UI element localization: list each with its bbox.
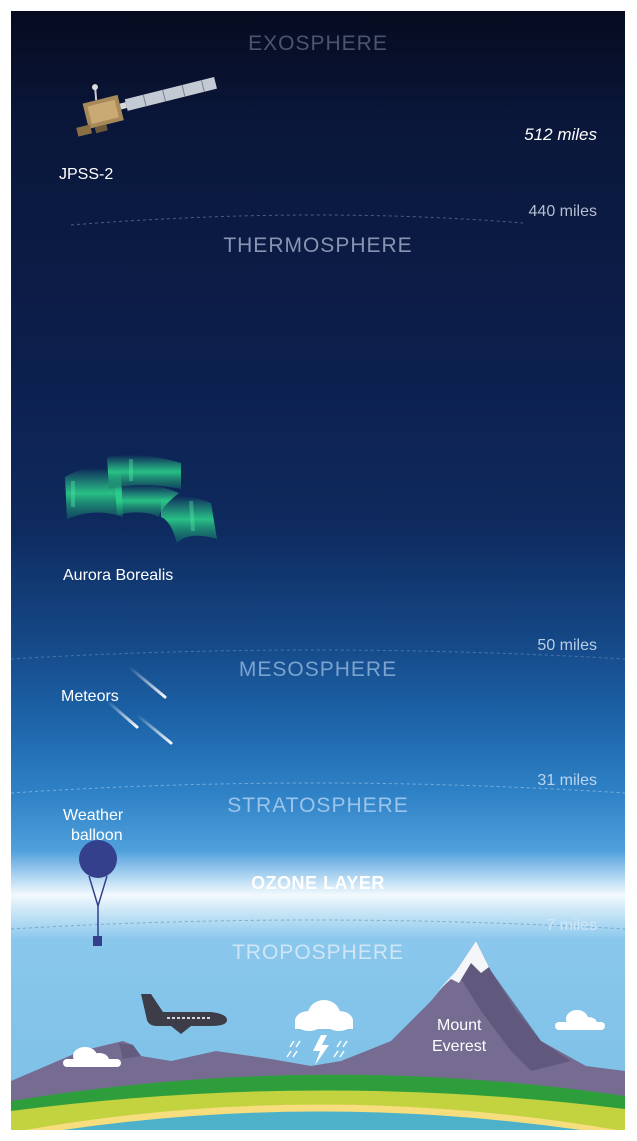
thermosphere-boundary-altitude: 50 miles — [537, 637, 597, 654]
airplane-icon — [141, 994, 227, 1034]
meteors-icon — [105, 665, 173, 745]
thermosphere-label: THERMOSPHERE — [223, 234, 413, 257]
mount-everest-mountain — [11, 941, 625, 1111]
stratosphere-boundary-altitude: 7 miles — [546, 917, 597, 934]
ozone-layer-label: OZONE LAYER — [251, 873, 385, 893]
mount-everest-label-line1: Mount — [437, 1017, 482, 1034]
thermosphere-boundary-line — [11, 649, 625, 660]
atmosphere-illustration — [11, 11, 625, 1130]
aurora-borealis — [65, 455, 217, 543]
satellite-icon — [76, 77, 217, 137]
mesosphere-label: MESOSPHERE — [238, 658, 398, 681]
storm-cloud-icon — [286, 1000, 353, 1065]
satellite-label: JPSS-2 — [59, 166, 114, 183]
weather-balloon-label-line2: balloon — [71, 827, 123, 844]
stratosphere-boundary-line — [11, 919, 625, 930]
meteors-label: Meteors — [61, 688, 119, 705]
exosphere-boundary-altitude: 440 miles — [528, 203, 597, 220]
weather-balloon-icon — [79, 840, 117, 946]
cloud-icon-right — [555, 1010, 605, 1030]
satellite-altitude-label: 512 miles — [524, 125, 597, 144]
weather-balloon-label-line1: Weather — [63, 807, 124, 824]
troposphere-label: TROPOSPHERE — [231, 941, 405, 964]
mount-everest-label-line2: Everest — [432, 1038, 487, 1055]
exosphere-label: EXOSPHERE — [248, 32, 388, 55]
stratosphere-label: STRATOSPHERE — [227, 794, 409, 817]
cloud-icon-left — [63, 1047, 121, 1067]
atmosphere-diagram: EXOSPHERE THERMOSPHERE MESOSPHERE STRATO… — [11, 11, 625, 1130]
mesosphere-boundary-line — [11, 782, 625, 794]
sky-background — [11, 11, 625, 1130]
ocean-water — [63, 1111, 581, 1130]
mesosphere-boundary-altitude: 31 miles — [537, 772, 597, 789]
aurora-label: Aurora Borealis — [63, 567, 174, 584]
